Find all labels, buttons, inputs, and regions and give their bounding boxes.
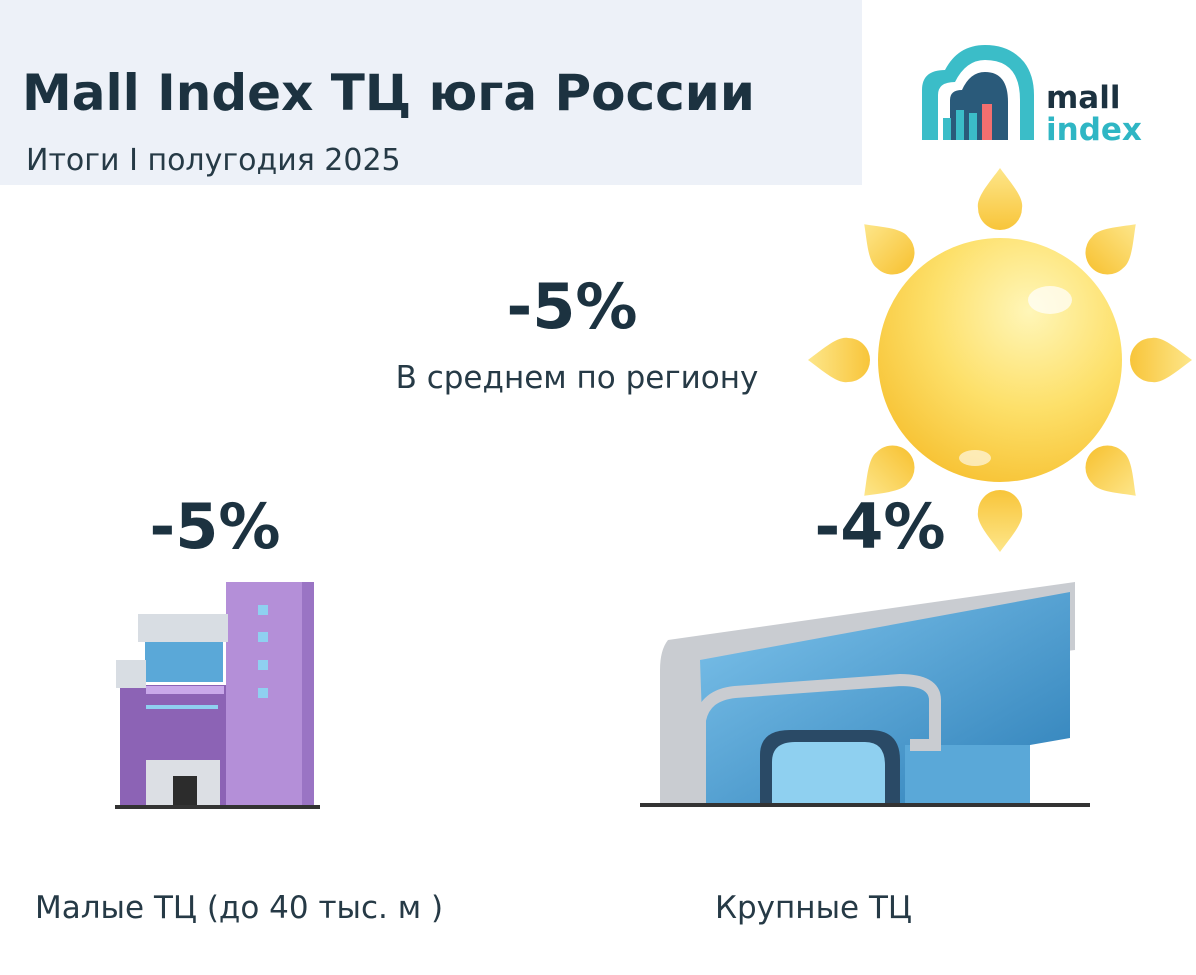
small-mall-illustration-part <box>258 632 268 642</box>
logo: mall index <box>922 45 1142 148</box>
large-mall-illustration <box>640 582 1090 807</box>
logo-part <box>950 72 1008 140</box>
small-mall-illustration-part <box>258 660 268 670</box>
small-mall-illustration-part <box>116 660 146 688</box>
logo-part <box>956 110 964 140</box>
small-mall-illustration-part <box>145 642 223 682</box>
sun-illustration <box>808 168 1192 552</box>
small-mall-illustration-part <box>115 805 320 809</box>
large-mall-illustration-part <box>772 742 885 805</box>
sun-illustration-part <box>878 238 1122 482</box>
page-subtitle: Итоги I полугодия 2025 <box>26 143 401 178</box>
sun-illustration-part <box>1085 224 1136 275</box>
small-mall-illustration-part <box>258 688 268 698</box>
page-title: Mall Index ТЦ юга России <box>22 64 755 122</box>
sun-illustration-part <box>864 445 915 496</box>
small-mall-illustration-part <box>302 582 314 806</box>
logo-text: mall <box>1046 80 1120 116</box>
sun-illustration-part <box>977 490 1023 552</box>
sun-illustration-part <box>1085 445 1136 496</box>
region-value: -5% <box>507 270 638 343</box>
sun-illustration-part <box>1028 286 1072 314</box>
logo-part <box>982 104 992 140</box>
small-mall-illustration-part <box>146 686 224 694</box>
sun-illustration-part <box>808 337 870 383</box>
small-mall-illustration <box>115 582 320 809</box>
small-mall-illustration-part <box>146 705 218 709</box>
region-label: В среднем по региону <box>396 360 759 396</box>
small-mall-illustration-part <box>173 776 197 806</box>
header-band <box>0 0 862 185</box>
small-mall-illustration-part <box>138 614 228 642</box>
sun-illustration-part <box>977 168 1023 230</box>
sun-illustration-part <box>864 224 915 275</box>
logo-text: index <box>1046 112 1142 148</box>
logo-part <box>969 113 977 140</box>
segment-value: -4% <box>815 490 946 563</box>
large-mall-illustration-part <box>905 745 1030 805</box>
large-mall-illustration-part <box>694 673 941 805</box>
logo-part <box>943 118 951 140</box>
segment-label: Крупные ТЦ <box>715 890 912 926</box>
segment-label: Малые ТЦ (до 40 тыс. м ) <box>35 890 443 926</box>
sun-illustration-part <box>959 450 991 466</box>
segment-value: -5% <box>150 490 281 563</box>
small-mall-illustration-part <box>258 605 268 615</box>
sun-illustration-part <box>1130 337 1192 383</box>
large-mall-illustration-part <box>640 803 1090 807</box>
